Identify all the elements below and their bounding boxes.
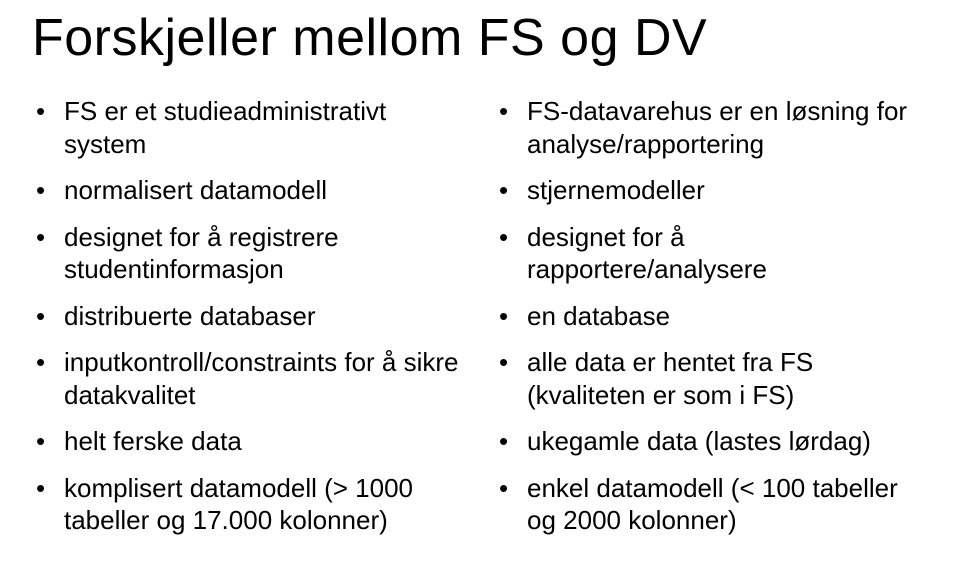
list-item: helt ferske data: [60, 425, 465, 458]
list-item: designet for å registrere studentinforma…: [60, 221, 465, 286]
slide-title: Forskjeller mellom FS og DV: [32, 10, 928, 67]
list-item: komplisert datamodell (> 1000 tabeller o…: [60, 472, 465, 537]
two-column-layout: FS er et studieadministrativt system nor…: [32, 95, 928, 551]
list-item: designet for å rapportere/analysere: [523, 221, 928, 286]
list-item: enkel datamodell (< 100 tabeller og 2000…: [523, 472, 928, 537]
list-item: alle data er hentet fra FS (kvaliteten e…: [523, 346, 928, 411]
slide: Forskjeller mellom FS og DV FS er et stu…: [0, 0, 960, 551]
list-item: inputkontroll/constraints for å sikre da…: [60, 346, 465, 411]
list-item: en database: [523, 300, 928, 333]
list-item: ukegamle data (lastes lørdag): [523, 425, 928, 458]
list-item: stjernemodeller: [523, 174, 928, 207]
list-item: FS er et studieadministrativt system: [60, 95, 465, 160]
left-list: FS er et studieadministrativt system nor…: [32, 95, 465, 537]
left-column: FS er et studieadministrativt system nor…: [32, 95, 465, 551]
list-item: FS-datavarehus er en løsning for analyse…: [523, 95, 928, 160]
right-list: FS-datavarehus er en løsning for analyse…: [495, 95, 928, 537]
list-item: distribuerte databaser: [60, 300, 465, 333]
list-item: normalisert datamodell: [60, 174, 465, 207]
right-column: FS-datavarehus er en løsning for analyse…: [495, 95, 928, 551]
